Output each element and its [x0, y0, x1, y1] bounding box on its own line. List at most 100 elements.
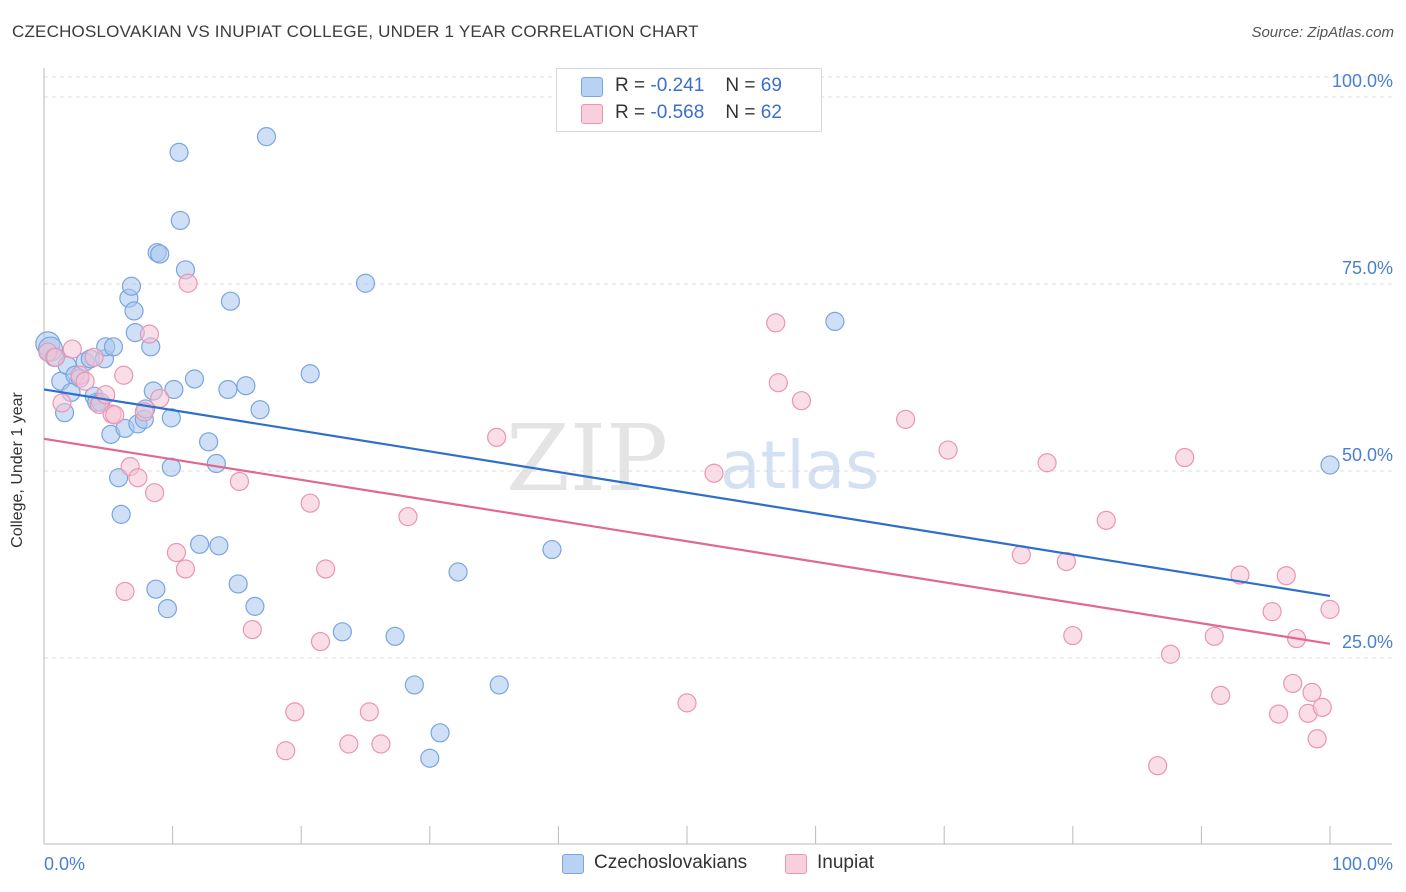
czech-point-37 — [169, 142, 189, 162]
inupiat-point-45 — [1096, 510, 1116, 530]
czech-point-42 — [199, 432, 219, 452]
legend-r-label-1: R = — [615, 75, 646, 96]
inupiat-point-26 — [300, 493, 320, 513]
bottom-legend-label-1: Czechoslovakians — [594, 852, 748, 873]
czech-point-46 — [220, 291, 241, 311]
inupiat-point-51 — [1230, 565, 1250, 585]
inupiat-point-50 — [1204, 626, 1224, 646]
inupiat-point-32 — [398, 507, 418, 527]
legend-r-value-2: -0.568 — [650, 102, 705, 123]
source-label: Source: ZipAtlas.com — [1251, 24, 1394, 41]
czech-point-33 — [157, 599, 178, 619]
inupiat-point-24 — [276, 741, 296, 761]
inupiat-point-40 — [938, 440, 958, 460]
y-tick-label-50: 50.0% — [1342, 445, 1393, 465]
inupiat-point-15 — [134, 402, 154, 422]
inupiat-point-29 — [339, 734, 359, 754]
y-tick-label-100: 100.0% — [1332, 71, 1393, 91]
inupiat-point-33 — [487, 427, 507, 447]
czech-point-59 — [448, 562, 468, 582]
legend-r-label-2: R = — [615, 102, 646, 123]
czech-point-36 — [164, 379, 184, 400]
trend-lines — [43, 388, 1331, 645]
czech-point-48 — [236, 376, 256, 396]
inupiat-point-1 — [45, 347, 66, 367]
inupiat-point-17 — [144, 483, 165, 503]
inupiat-point-49 — [1211, 685, 1231, 706]
legend-n-value-1: 69 — [760, 75, 782, 96]
inupiat-point-53 — [1268, 704, 1289, 724]
inupiat-point-47 — [1160, 644, 1181, 664]
inupiat-point-61 — [1320, 599, 1340, 619]
inupiat-point-36 — [766, 313, 786, 333]
legend-n-label-2: N = — [725, 102, 756, 123]
legend-n-value-2: 62 — [760, 102, 782, 123]
czech-point-40 — [184, 369, 205, 389]
inupiat-point-37 — [768, 373, 788, 393]
inupiat-point-59 — [1307, 729, 1327, 749]
inupiat-point-34 — [677, 693, 697, 713]
inupiat-point-22 — [229, 471, 250, 492]
czech-point-44 — [209, 536, 229, 556]
czech-point-41 — [190, 534, 210, 554]
inupiat-point-44 — [1063, 625, 1083, 646]
inupiat-point-2 — [52, 393, 72, 413]
bottom-legend-label-2: Inupiat — [817, 852, 875, 873]
czech-point-32 — [150, 244, 170, 264]
inupiat-point-38 — [791, 391, 812, 411]
inupiat-point-35 — [704, 463, 724, 483]
czech-point-19 — [111, 504, 131, 524]
czech-point-38 — [170, 210, 190, 231]
inupiat-point-39 — [896, 409, 916, 429]
czech-point-61 — [542, 539, 562, 560]
y-tick-label-25: 25.0% — [1342, 632, 1393, 652]
legend-n-label-1: N = — [725, 75, 756, 96]
axes — [43, 68, 1392, 845]
czech-point-56 — [404, 675, 424, 695]
inupiat-point-6 — [84, 347, 104, 367]
inupiat-point-20 — [175, 559, 196, 579]
gridlines — [44, 76, 1392, 659]
czech-point-57 — [420, 748, 440, 768]
inupiat-point-25 — [285, 702, 305, 722]
inupiat-point-21 — [178, 273, 198, 293]
czech-point-52 — [300, 364, 320, 384]
czech-point-50 — [250, 400, 270, 420]
x-tick-label-min: 0.0% — [44, 854, 85, 874]
inupiat-point-28 — [316, 559, 336, 579]
inupiat-point-3 — [62, 339, 82, 359]
czech-point-43 — [206, 453, 226, 474]
czech-point-63 — [825, 311, 845, 331]
czech-point-17 — [103, 337, 124, 357]
czech-trend-line — [43, 388, 1331, 598]
inupiat-trend-line — [43, 437, 1331, 645]
czech-point-45 — [218, 379, 238, 400]
czech-point-53 — [332, 622, 352, 642]
watermark-atlas: atlas — [720, 427, 880, 504]
legend-swatch-pink — [581, 104, 603, 124]
inupiat-point-58 — [1302, 682, 1322, 703]
inupiat-point-60 — [1312, 697, 1332, 717]
inupiat-point-30 — [359, 702, 379, 722]
inupiat-point-14 — [128, 468, 148, 488]
czech-point-58 — [430, 723, 450, 743]
czech-point-60 — [489, 675, 509, 695]
czechoslovakian-points — [35, 87, 1340, 768]
inupiat-points — [38, 273, 1340, 776]
czech-point-30 — [146, 579, 166, 599]
bottom-legend-swatch-pink — [785, 854, 807, 874]
correlation-legend: R = -0.241 N = 69 R = -0.568 N = 62 — [556, 68, 822, 132]
czech-point-22 — [121, 276, 142, 296]
watermark-zip: ZIP — [506, 405, 668, 512]
inupiat-point-46 — [1148, 756, 1168, 776]
legend-r-value-1: -0.241 — [650, 75, 705, 96]
inupiat-point-23 — [242, 619, 262, 640]
tick-labels: 25.0% 50.0% 75.0% 100.0% 0.0% 100.0% — [44, 71, 1393, 874]
y-axis-label: College, Under 1 year — [9, 392, 26, 548]
bottom-legend-swatch-blue — [562, 854, 584, 874]
inupiat-point-27 — [310, 631, 331, 652]
inupiat-point-54 — [1276, 566, 1296, 586]
inupiat-point-52 — [1262, 602, 1282, 622]
watermark: ZIP atlas — [506, 405, 880, 512]
